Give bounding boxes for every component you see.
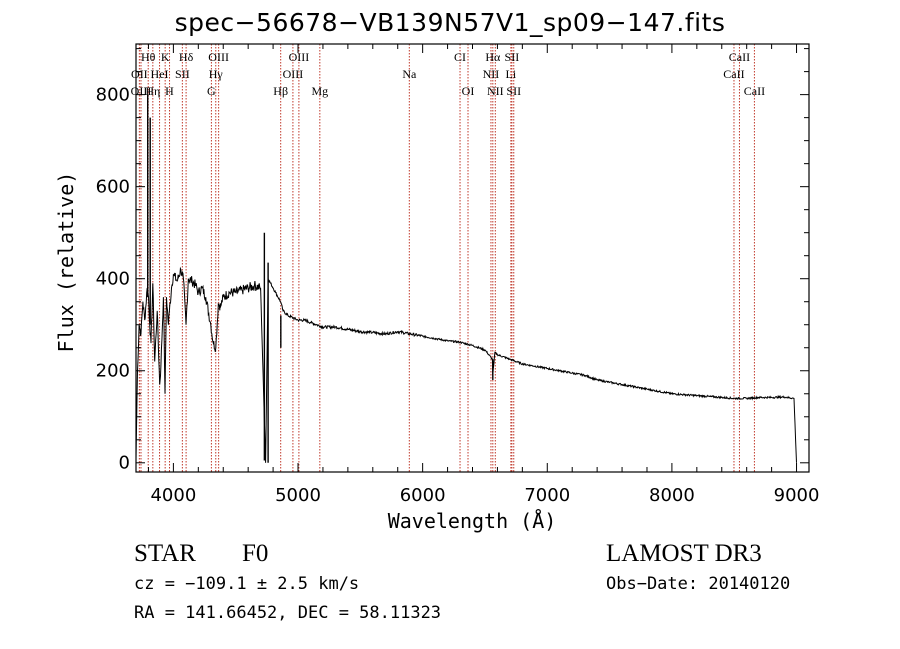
emission-line-label: OIII [130, 84, 152, 98]
redshift-text: cz = −109.1 ± 2.5 km/s [134, 574, 360, 594]
emission-line-label: OIII [282, 67, 304, 81]
obs-date-text: Obs−Date: 20140120 [606, 574, 791, 594]
survey-name: LAMOST DR3 [606, 540, 762, 567]
object-subclass: F0 [242, 540, 269, 567]
emission-line-label: H [165, 84, 174, 98]
emission-line-label: Hα [485, 50, 501, 64]
x-tick-label: 5000 [275, 485, 321, 506]
emission-line-label: HeI [150, 67, 169, 81]
emission-line-label: NII [486, 84, 504, 98]
emission-line-label: OI [461, 84, 475, 98]
emission-line-label: SII [504, 50, 520, 64]
emission-line-label: Li [505, 67, 517, 81]
emission-line-label: CaII [728, 50, 751, 64]
emission-line-label: OIII [288, 50, 310, 64]
emission-line-label: Hδ [178, 50, 194, 64]
x-tick-label: 8000 [649, 485, 695, 506]
chart-title: spec−56678−VB139N57V1_sp09−147.fits [174, 8, 726, 37]
emission-line-label: Hη [145, 84, 161, 98]
emission-line-label: OIII [208, 50, 229, 64]
object-class: STAR [134, 540, 196, 567]
emission-line-label: K [160, 50, 170, 64]
emission-line-label: G [207, 84, 216, 98]
emission-line-label: Na [402, 67, 417, 81]
emission-line-label: NII [482, 67, 500, 81]
emission-line-label: Mg [311, 84, 329, 98]
x-tick-label: 7000 [524, 485, 571, 506]
emission-line-label: CaII [743, 84, 766, 98]
emission-line-label: OII [131, 67, 148, 81]
y-tick-label: 600 [95, 176, 130, 198]
emission-line-label: SII [506, 84, 522, 98]
x-tick-label: 9000 [773, 485, 820, 506]
plot-frame [135, 43, 810, 473]
emission-line-label: Hβ [273, 84, 289, 98]
emission-line-label: Hγ [208, 67, 223, 81]
x-tick-label: 4000 [150, 485, 197, 506]
emission-line-label: SII [175, 67, 190, 81]
x-axis-label: Wavelength (Å) [387, 509, 557, 533]
y-axis-label: Flux (relative) [54, 171, 78, 353]
x-tick-label: 6000 [399, 485, 446, 506]
coordinates-text: RA = 141.66452, DEC = 58.11323 [134, 603, 442, 623]
y-tick-label: 800 [95, 84, 130, 106]
spectrum-line [135, 266, 797, 463]
emission-line-label: CaII [723, 67, 745, 81]
emission-line-label: CI [454, 50, 467, 64]
y-tick-label: 400 [95, 268, 130, 290]
y-tick-label: 0 [118, 452, 130, 474]
emission-line-label: Hθ [140, 50, 156, 64]
y-tick-label: 200 [95, 360, 130, 382]
